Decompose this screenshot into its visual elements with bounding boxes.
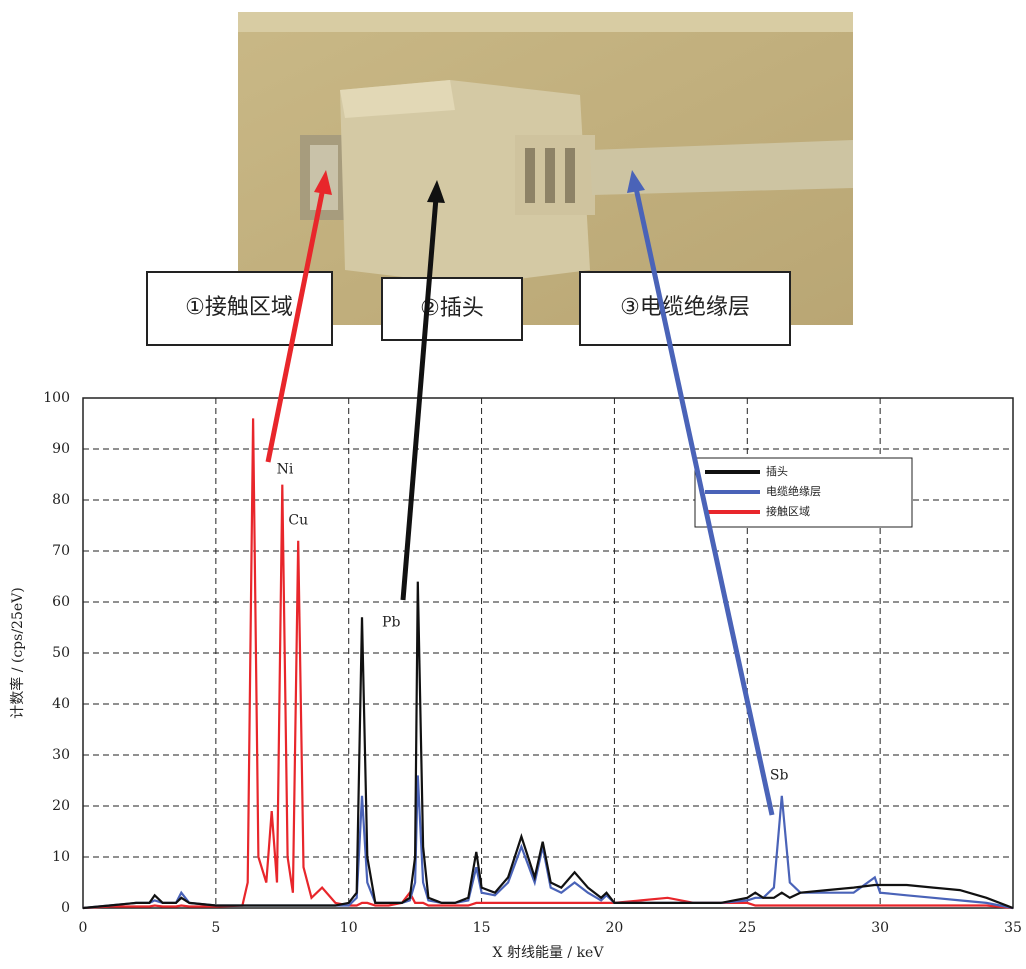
annotation: Sb [770, 767, 789, 783]
y-tick-label: 0 [61, 900, 70, 916]
x-axis-label: X 射线能量 / keV [493, 945, 605, 961]
y-tick-label: 90 [52, 441, 70, 457]
y-axis-label: 计数率 / (cps/25eV) [9, 587, 26, 718]
callout-text: ①接触区域 [185, 295, 293, 320]
annotation: Cu [288, 512, 308, 528]
y-tick-label: 70 [52, 543, 70, 559]
arrows [265, 170, 775, 816]
x-tick-label: 30 [871, 920, 889, 936]
series-line [82, 581, 1014, 910]
annotation: Pb [382, 614, 400, 630]
x-tick-label: 0 [79, 920, 88, 936]
callout-text: ③电缆绝缘层 [620, 295, 750, 320]
annotation: Ni [277, 461, 294, 477]
photo [238, 12, 853, 325]
y-tick-label: 30 [52, 747, 70, 763]
x-tick-label: 25 [738, 920, 756, 936]
callouts: ①接触区域 ②插头 ③电缆绝缘层 [146, 271, 791, 346]
callout-text: ②插头 [420, 296, 484, 321]
y-tick-label: 50 [52, 645, 70, 661]
x-tick-label: 10 [340, 920, 358, 936]
y-tick-label: 80 [52, 492, 70, 508]
legend-label: 接触区域 [766, 504, 810, 518]
legend-label: 插头 [766, 464, 788, 478]
plot-area [82, 397, 1014, 910]
y-tick-label: 100 [43, 390, 70, 406]
x-tick-label: 5 [211, 920, 220, 936]
series-line [82, 418, 1014, 910]
x-tick-label: 15 [473, 920, 491, 936]
y-tick-label: 20 [52, 798, 70, 814]
y-tick-label: 10 [52, 849, 70, 865]
x-tick-label: 20 [606, 920, 624, 936]
series-line [82, 775, 1014, 910]
y-tick-label: 60 [52, 594, 70, 610]
y-tick-label: 40 [52, 696, 70, 712]
legend-label: 电缆绝缘层 [766, 484, 821, 498]
x-tick-label: 35 [1004, 920, 1022, 936]
